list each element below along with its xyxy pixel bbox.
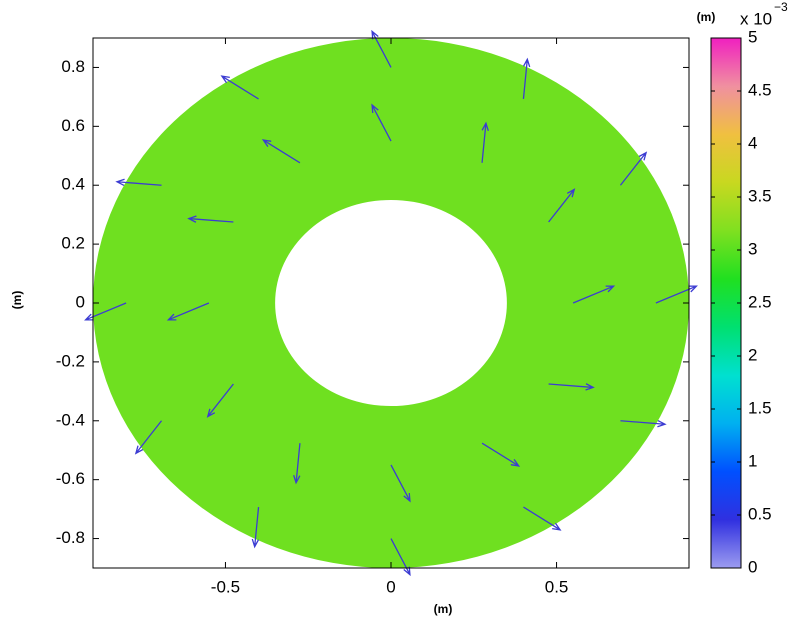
vector-arrow [572,285,616,304]
y-tick-label: -0.6 [56,469,85,488]
annulus [93,38,689,568]
colorbar-tick-label: 4 [748,133,757,152]
colorbar-scale: x 10 [740,9,772,28]
vector-arrow [620,419,667,428]
colorbar [710,37,742,569]
vector-arrow [84,302,127,321]
y-tick-label: 0.4 [61,175,85,194]
x-tick-label: 0 [386,577,395,596]
vector-arrow [134,420,163,455]
x-tick-label: 0.5 [545,577,569,596]
vector-arrow [371,103,392,142]
vector-arrow [523,506,562,531]
vector-arrow [251,506,260,549]
y-tick-label: 0.6 [61,116,85,135]
y-tick-label: 0.2 [61,234,85,253]
vector-arrow [548,383,595,391]
colorbar-tick-label: 1.5 [748,398,772,417]
colorbar-label: (m) [697,10,716,24]
vector-arrow [220,75,259,100]
y-tick-label: -0.4 [56,410,85,429]
vector-arrow [481,442,521,467]
vector-arrow [522,57,531,100]
vector-arrow [655,285,698,304]
colorbar-tick-label: 2.5 [748,292,772,311]
vector-arrow [390,464,411,503]
x-tick-label: -0.5 [211,577,240,596]
colorbar-tick-label: 1 [748,451,757,470]
vector-arrow [619,151,648,186]
x-axis-label: (m) [434,602,453,616]
vector-arrow [548,188,576,223]
vector-arrow [371,29,392,68]
y-tick-label: 0 [76,292,85,311]
colorbar-tick-label: 5 [748,27,757,46]
vector-arrow [261,139,301,164]
colorbar-tick-label: 3.5 [748,186,772,205]
vector-arrow [293,443,301,485]
y-axis-label: (m) [10,291,24,310]
y-tick-label: -0.8 [56,528,85,547]
vector-arrow [206,383,234,418]
vector-arrow [481,121,489,163]
colorbar-exponent: −3 [774,0,788,14]
colorbar-tick-label: 0 [748,557,757,576]
y-tick-label: -0.2 [56,351,85,370]
vector-arrow [390,538,411,577]
vector-arrow [115,178,162,187]
y-tick-label: 0.8 [61,57,85,76]
colorbar-tick-label: 2 [748,345,757,364]
vector-arrow [166,302,210,321]
colorbar-tick-label: 0.5 [748,504,772,523]
colorbar-tick-label: 3 [748,239,757,258]
vector-arrow [187,215,234,223]
colorbar-tick-label: 4.5 [748,80,772,99]
